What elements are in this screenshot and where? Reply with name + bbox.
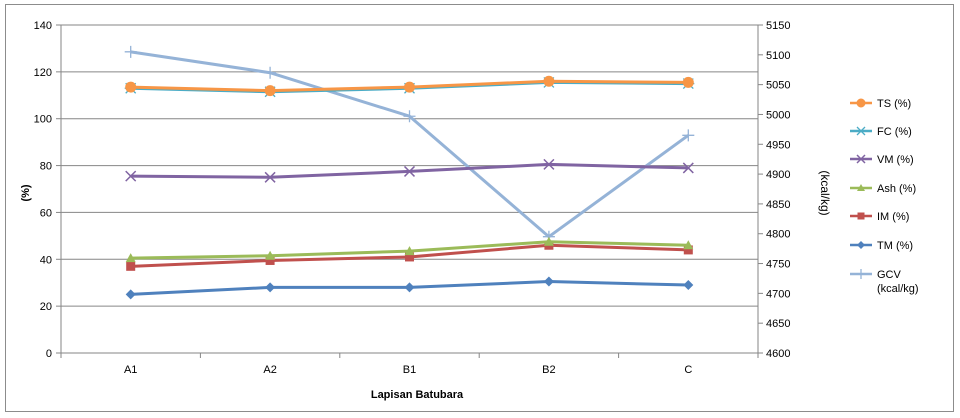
marker-diamond — [857, 241, 865, 249]
marker-triangle — [683, 240, 694, 250]
marker-diamond — [683, 280, 694, 291]
marker-x — [682, 162, 694, 174]
marker-circle — [682, 76, 694, 88]
legend-label: VM (%) — [877, 154, 914, 166]
left-axis-ticks: 0 20 40 60 80 100 120 140 — [34, 20, 52, 360]
left-tick-label: 80 — [40, 161, 52, 173]
right-tick-label: 5100 — [766, 50, 790, 62]
right-tick-label: 4600 — [766, 348, 790, 360]
left-tick-label: 40 — [40, 254, 52, 266]
marker-x — [856, 154, 866, 164]
marker-triangle — [125, 253, 136, 263]
marker-square — [857, 212, 865, 220]
right-tick-label: 5000 — [766, 109, 790, 121]
series-ash — [125, 236, 694, 263]
x-tick-label: B2 — [542, 364, 555, 376]
marker-diamond — [543, 276, 554, 287]
left-tick-label: 60 — [40, 207, 52, 219]
marker-triangle — [543, 236, 554, 246]
right-tick-label: 4950 — [766, 139, 790, 151]
marker-diamond — [265, 282, 276, 293]
marker-triangle — [857, 184, 865, 191]
right-tick-label: 4750 — [766, 259, 790, 271]
legend-item: TS (%) — [850, 98, 911, 110]
marker-square — [405, 252, 414, 262]
right-axis-label: (kcal/kg) — [818, 170, 832, 215]
axes — [56, 24, 763, 358]
legend-label: FC (%) — [877, 126, 912, 138]
left-axis-label: (%) — [20, 184, 32, 201]
marker-square — [265, 255, 275, 265]
marker-plus — [403, 110, 416, 123]
legend-item: TM (%) — [850, 240, 913, 252]
series-group — [124, 45, 695, 300]
left-tick-label: 20 — [40, 301, 52, 313]
chart-frame: 0 20 40 60 80 100 120 140 4600 4650 4700 4750 4800 4… — [5, 4, 954, 412]
series-line — [130, 50, 690, 239]
legend-item: FC (%) — [850, 126, 912, 138]
legend-item: IM (%) — [850, 211, 909, 223]
marker-plus — [682, 129, 695, 142]
left-tick-label: 140 — [34, 20, 52, 32]
x-axis-ticks: A1 A2 B1 B2 C — [124, 364, 692, 376]
marker-circle — [125, 81, 137, 93]
marker-square — [683, 245, 693, 255]
left-tick-label: 120 — [34, 67, 52, 79]
marker-square — [126, 261, 136, 271]
legend-label: (kcal/kg) — [877, 283, 919, 295]
legend-label: GCV — [877, 269, 902, 281]
legend-label: TM (%) — [877, 240, 913, 252]
x-tick-label: C — [684, 364, 692, 376]
x-axis-label: Lapisan Batubara — [371, 389, 464, 401]
marker-star — [856, 126, 866, 136]
marker-diamond — [125, 289, 136, 300]
right-tick-label: 4800 — [766, 229, 790, 241]
left-tick-label: 100 — [34, 114, 52, 126]
legend: TS (%) FC (%) VM (%) Ash (%) IM (%) TM (%) GCV… — [850, 98, 919, 295]
right-tick-label: 4850 — [766, 199, 790, 211]
x-tick-label: A2 — [263, 364, 276, 376]
legend-label: TS (%) — [877, 98, 911, 110]
right-tick-label: 5150 — [766, 20, 790, 32]
marker-plus — [264, 66, 277, 79]
series-vm — [125, 158, 694, 183]
marker-x — [403, 165, 416, 177]
marker-circle — [404, 81, 415, 93]
legend-label: Ash (%) — [877, 183, 916, 195]
marker-x — [264, 171, 276, 183]
marker-triangle — [404, 246, 415, 256]
x-tick-label: A1 — [124, 364, 137, 376]
marker-plus — [856, 269, 866, 279]
series-tm — [125, 276, 694, 300]
legend-item: Ash (%) — [850, 183, 916, 195]
right-tick-label: 5050 — [766, 80, 790, 92]
legend-item: VM (%) — [850, 154, 914, 166]
marker-circle — [543, 75, 555, 87]
right-tick-label: 4700 — [766, 288, 790, 300]
marker-plus — [124, 45, 137, 58]
right-tick-label: 4900 — [766, 169, 790, 181]
series-ts — [125, 75, 694, 97]
legend-item: GCV (kcal/kg) — [850, 269, 919, 295]
right-axis-ticks: 4600 4650 4700 4750 4800 4850 4900 4950 5000 5050… — [766, 20, 790, 360]
marker-x — [543, 158, 555, 170]
marker-triangle — [265, 250, 276, 260]
marker-circle — [856, 98, 866, 108]
right-tick-label: 4650 — [766, 318, 790, 330]
marker-diamond — [404, 282, 415, 293]
marker-x — [125, 170, 137, 182]
series-gcv — [124, 45, 695, 243]
x-tick-label: B1 — [403, 364, 416, 376]
marker-circle — [264, 85, 276, 97]
legend-label: IM (%) — [877, 211, 909, 223]
left-tick-label: 0 — [46, 348, 52, 360]
